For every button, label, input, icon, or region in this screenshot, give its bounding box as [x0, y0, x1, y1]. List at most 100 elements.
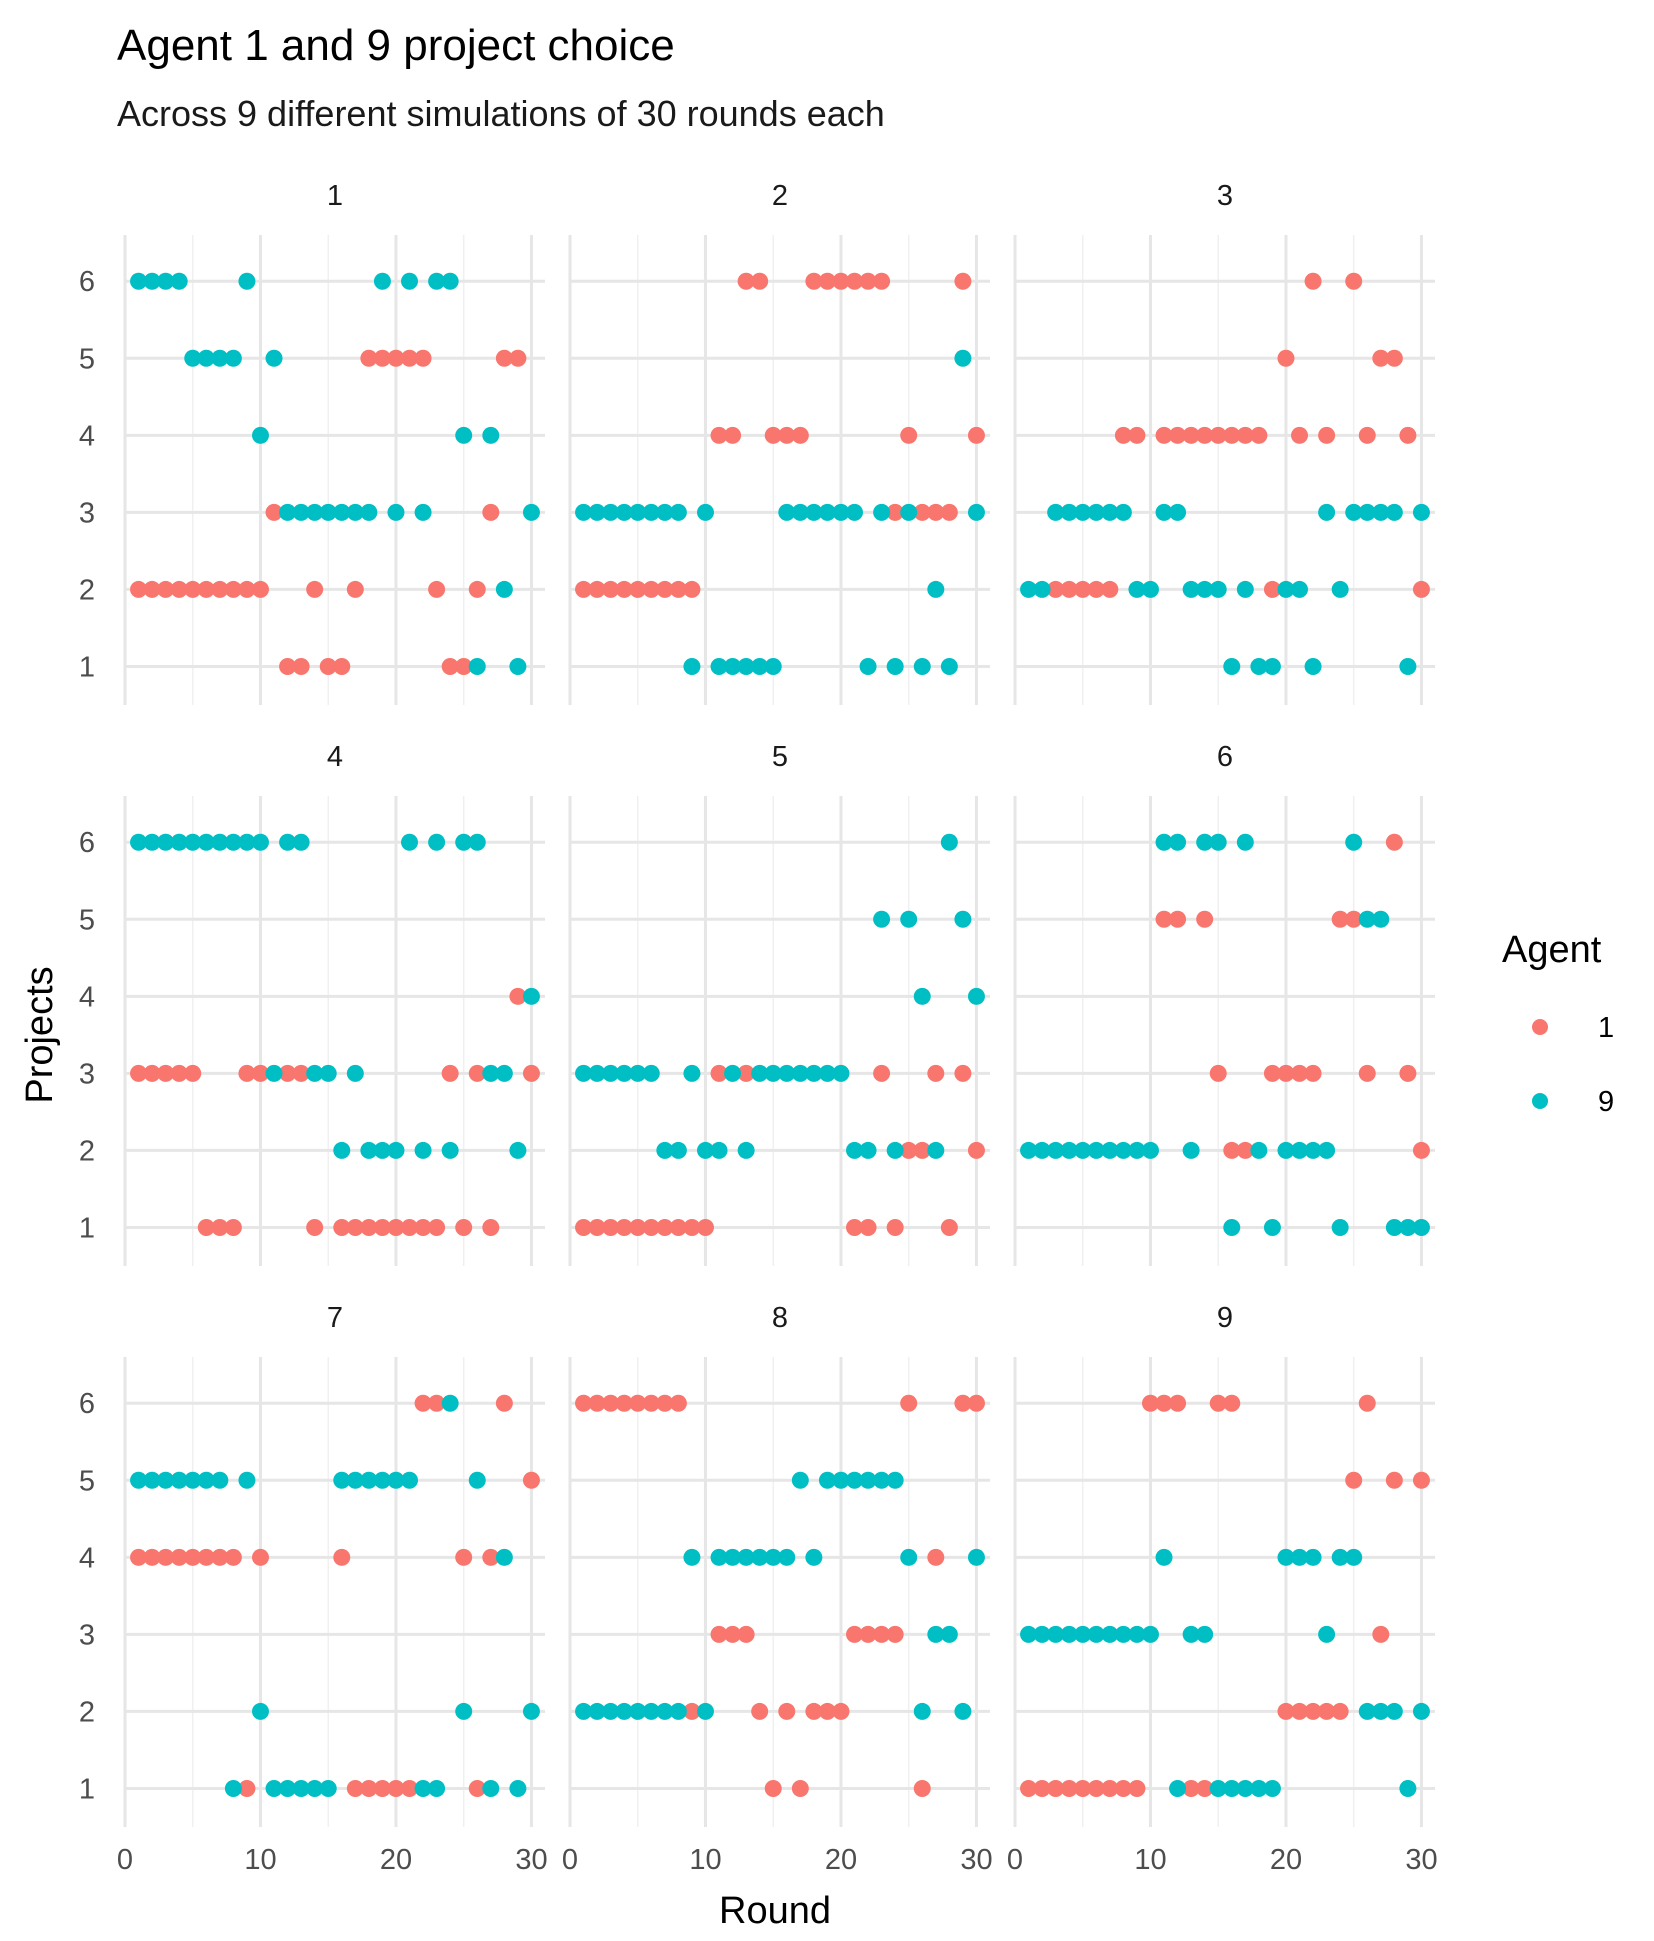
y-tick-label: 6 [79, 1388, 95, 1420]
point-agent-9 [1060, 503, 1078, 521]
point-agent-1 [143, 580, 161, 598]
point-agent-1 [1223, 1394, 1241, 1412]
y-tick-label: 4 [79, 420, 95, 452]
point-agent-1 [1223, 426, 1241, 444]
point-agent-9 [642, 1064, 660, 1082]
point-agent-9 [1372, 1702, 1390, 1720]
point-agent-1 [401, 1779, 419, 1797]
point-agent-9 [373, 272, 391, 290]
facet-label: 5 [772, 741, 788, 773]
point-agent-1 [724, 426, 742, 444]
point-agent-9 [1263, 1218, 1281, 1236]
point-agent-9 [1318, 1141, 1336, 1159]
point-agent-9 [224, 833, 242, 851]
point-agent-9 [818, 503, 836, 521]
point-agent-1 [818, 272, 836, 290]
point-agent-1 [954, 1064, 972, 1082]
point-agent-1 [737, 1625, 755, 1643]
point-agent-9 [1412, 1702, 1430, 1720]
point-agent-1 [428, 580, 446, 598]
point-agent-1 [522, 1471, 540, 1489]
point-agent-9 [428, 1779, 446, 1797]
point-agent-9 [522, 503, 540, 521]
point-agent-1 [211, 580, 229, 598]
point-agent-1 [170, 1064, 188, 1082]
point-agent-9 [1196, 833, 1214, 851]
point-agent-1 [184, 580, 202, 598]
point-agent-9 [1020, 1625, 1038, 1643]
point-agent-1 [441, 657, 459, 675]
point-agent-1 [373, 1218, 391, 1236]
point-agent-1 [428, 1394, 446, 1412]
point-agent-9 [211, 349, 229, 367]
point-agent-9 [184, 349, 202, 367]
point-agent-9 [197, 1471, 215, 1489]
point-agent-1 [602, 1394, 620, 1412]
point-agent-1 [629, 1394, 647, 1412]
point-agent-9 [455, 426, 473, 444]
point-agent-9 [1345, 503, 1363, 521]
point-agent-9 [130, 1471, 148, 1489]
point-agent-9 [954, 1702, 972, 1720]
point-agent-1 [900, 426, 918, 444]
point-agent-9 [197, 349, 215, 367]
point-agent-1 [1277, 1702, 1295, 1720]
point-agent-9 [1277, 580, 1295, 598]
legend-key-agent-9 [1532, 1093, 1548, 1109]
point-agent-1 [1074, 1779, 1092, 1797]
y-tick-label: 4 [79, 1542, 95, 1574]
point-agent-9 [615, 1702, 633, 1720]
y-tick-label: 1 [79, 651, 95, 683]
point-agent-1 [482, 1218, 500, 1236]
point-agent-1 [832, 1702, 850, 1720]
facet-panel-1: 1 1 2 3 4 5 6 [79, 180, 545, 705]
point-agent-9 [265, 1779, 283, 1797]
point-agent-9 [737, 1141, 755, 1159]
point-agent-9 [954, 910, 972, 928]
facet-label: 6 [1217, 741, 1233, 773]
x-tick-label: 10 [244, 1844, 276, 1876]
point-agent-1 [197, 1548, 215, 1566]
point-agent-1 [967, 426, 985, 444]
point-agent-1 [873, 1064, 891, 1082]
point-agent-1 [1277, 349, 1295, 367]
point-agent-9 [683, 657, 701, 675]
point-agent-1 [846, 1218, 864, 1236]
point-agent-1 [602, 580, 620, 598]
legend-label-agent-9: 9 [1598, 1086, 1614, 1118]
point-agent-9 [522, 1702, 540, 1720]
facet-panel-8: 8 0 10 20 30 [562, 1302, 993, 1876]
point-agent-1 [251, 580, 269, 598]
point-agent-9 [1385, 1702, 1403, 1720]
point-agent-1 [1412, 1141, 1430, 1159]
point-agent-9 [184, 833, 202, 851]
point-agent-9 [967, 503, 985, 521]
point-agent-9 [306, 1779, 324, 1797]
point-agent-1 [846, 1625, 864, 1643]
point-agent-1 [157, 1064, 175, 1082]
point-agent-9 [1277, 1141, 1295, 1159]
point-agent-1 [886, 1218, 904, 1236]
point-agent-1 [197, 1218, 215, 1236]
point-agent-9 [319, 1779, 337, 1797]
point-agent-9 [1074, 1141, 1092, 1159]
point-agent-1 [1047, 580, 1065, 598]
point-agent-1 [791, 1779, 809, 1797]
point-agent-9 [1399, 1218, 1417, 1236]
point-agent-9 [1291, 1141, 1309, 1159]
point-agent-9 [441, 272, 459, 290]
point-agent-9 [1236, 833, 1254, 851]
point-agent-1 [1250, 426, 1268, 444]
point-agent-1 [130, 580, 148, 598]
point-agent-9 [818, 1064, 836, 1082]
point-agent-9 [805, 503, 823, 521]
point-agent-9 [764, 1548, 782, 1566]
point-agent-9 [859, 1141, 877, 1159]
point-agent-1 [1020, 1779, 1038, 1797]
point-agent-9 [832, 503, 850, 521]
point-agent-9 [1358, 503, 1376, 521]
point-agent-1 [251, 1548, 269, 1566]
point-agent-9 [805, 1064, 823, 1082]
point-agent-9 [1141, 1141, 1159, 1159]
point-agent-1 [1412, 1471, 1430, 1489]
